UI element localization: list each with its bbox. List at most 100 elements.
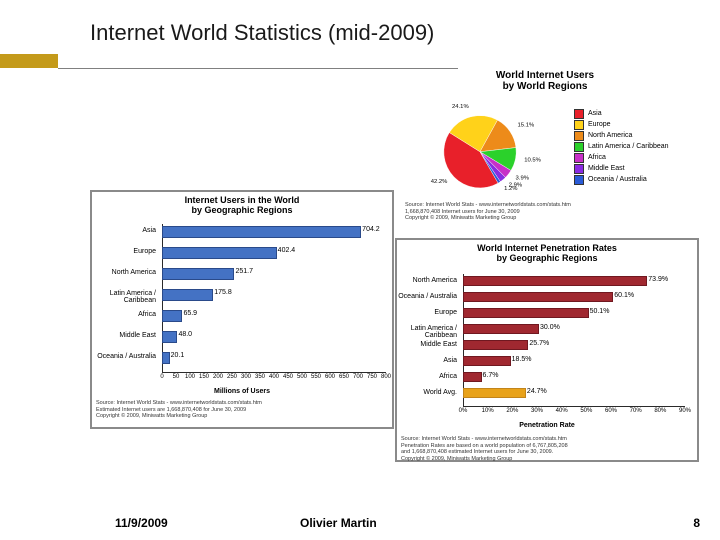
bar-category-label: North America	[397, 277, 457, 284]
slide-footer: 11/9/2009 Olivier Martin 8	[0, 516, 720, 532]
chart-penetration-bar-title-l2: by Geographic Regions	[496, 253, 597, 263]
bar-rect	[162, 310, 182, 322]
bar-rect	[162, 268, 234, 280]
bar-row: Africa65.9	[92, 308, 386, 328]
title-accent-block	[0, 54, 58, 68]
axis-tick: 550	[311, 374, 321, 380]
axis-tick: 800	[381, 374, 391, 380]
axis-tick: 450	[283, 374, 293, 380]
chart-penetration-bar-xlabel: Penetration Rate	[397, 422, 697, 429]
chart-users-bar-title-l2: by Geographic Regions	[191, 205, 292, 215]
legend-label: North America	[588, 132, 632, 139]
bar-rect	[463, 372, 482, 382]
bar-row: Asia18.5%	[397, 354, 685, 370]
bar-category-label: Asia	[92, 227, 156, 234]
bar-value-label: 50.1%	[590, 308, 610, 315]
axis-tick: 10%	[482, 408, 494, 414]
bar-row: Latin America / Caribbean30.0%	[397, 322, 685, 338]
legend-swatch	[574, 153, 584, 163]
chart-pie: World Internet Users by World Regions 42…	[395, 70, 695, 230]
axis-tick: 750	[367, 374, 377, 380]
bar-value-label: 24.7%	[527, 388, 547, 395]
bar-rect	[463, 292, 613, 302]
chart-users-bar-title-l1: Internet Users in the World	[185, 195, 300, 205]
axis-tick: 50	[173, 374, 180, 380]
axis-tick: 700	[353, 374, 363, 380]
axis-tick: 90%	[679, 408, 691, 414]
bar-row: Middle East25.7%	[397, 338, 685, 354]
bar-rect	[463, 356, 511, 366]
bar-rect	[463, 340, 528, 350]
footer-page-number: 8	[693, 516, 700, 530]
chart-users-bar-source: Source: Internet World Stats - www.inter…	[96, 400, 262, 420]
bar-rect	[162, 226, 361, 238]
bar-row: Europe50.1%	[397, 306, 685, 322]
legend-swatch	[574, 175, 584, 185]
bar-rect	[463, 308, 589, 318]
axis-tick: 70%	[630, 408, 642, 414]
bar-rect	[162, 352, 170, 364]
bar-value-label: 48.0	[178, 331, 192, 338]
chart-users-bar-title: Internet Users in the World by Geographi…	[92, 192, 392, 216]
bar-row: Middle East 48.0	[92, 329, 386, 349]
chart-penetration-bar: World Internet Penetration Rates by Geog…	[395, 238, 699, 462]
chart-pie-source: Source: Internet World Stats - www.inter…	[405, 202, 571, 222]
legend-label: Africa	[588, 154, 606, 161]
legend-item: North America	[574, 130, 689, 141]
axis-tick: 0%	[459, 408, 468, 414]
bar-value-label: 60.1%	[614, 292, 634, 299]
bar-rect	[162, 289, 213, 301]
legend-item: Asia	[574, 108, 689, 119]
pie-slice-callout: 15.1%	[518, 123, 535, 129]
bar-value-label: 402.4	[278, 247, 296, 254]
chart-users-bar-plotarea: Asia704.2Europe402.4North America251.7La…	[162, 224, 386, 374]
chart-pie-legend: AsiaEuropeNorth AmericaLatin America / C…	[574, 108, 689, 185]
chart-penetration-bar-plotarea: North America73.9%Oceania / Australia60.…	[463, 274, 685, 404]
legend-label: Middle East	[588, 165, 625, 172]
bar-category-label: Europe	[92, 248, 156, 255]
legend-swatch	[574, 142, 584, 152]
bar-row: North America 251.7	[92, 266, 386, 286]
bar-row: Latin America / Caribbean175.8	[92, 287, 386, 307]
source-line: and 1,668,870,408 estimated Internet use…	[401, 449, 568, 456]
bar-row: Africa6.7%	[397, 370, 685, 386]
bar-value-label: 20.1	[171, 352, 185, 359]
bar-value-label: 704.2	[362, 226, 380, 233]
legend-label: Asia	[588, 110, 602, 117]
axis-tick: 150	[199, 374, 209, 380]
footer-author: Olivier Martin	[300, 516, 377, 530]
axis-tick: 60%	[605, 408, 617, 414]
chart-pie-title-l1: World Internet Users	[496, 70, 594, 81]
bar-category-label: North America	[92, 269, 156, 276]
pie-slice-callout: 42.2%	[431, 179, 448, 185]
chart-penetration-bar-title-l1: World Internet Penetration Rates	[477, 243, 617, 253]
bar-row: Oceania / Australia60.1%	[397, 290, 685, 306]
source-line: Source: Internet World Stats - www.inter…	[401, 436, 568, 443]
chart-pie-title-l2: by World Regions	[503, 81, 588, 92]
bar-value-label: 25.7%	[529, 340, 549, 347]
axis-tick: 50%	[580, 408, 592, 414]
axis-tick: 250	[227, 374, 237, 380]
bar-category-label: Oceania / Australia	[92, 353, 156, 360]
title-rule	[58, 68, 458, 69]
axis-tick: 40%	[556, 408, 568, 414]
bar-value-label: 175.8	[214, 289, 232, 296]
legend-item: Oceania / Australia	[574, 174, 689, 185]
bar-value-label: 73.9%	[648, 276, 668, 283]
chart-pie-title: World Internet Users by World Regions	[395, 70, 695, 92]
legend-swatch	[574, 120, 584, 130]
bar-row: Europe 402.4	[92, 245, 386, 265]
bar-value-label: 6.7%	[483, 372, 499, 379]
chart-pie-svg: 42.2%24.1%15.1%10.5%3.9%2.9%1.2%	[405, 102, 555, 197]
legend-label: Oceania / Australia	[588, 176, 647, 183]
chart-penetration-bar-xaxis: 0%10%20%30%40%50%60%70%80%90%	[463, 408, 685, 422]
bar-category-label: Middle East	[92, 332, 156, 339]
legend-item: Africa	[574, 152, 689, 163]
chart-penetration-bar-xaxis-line	[463, 406, 685, 407]
axis-tick: 80%	[654, 408, 666, 414]
pie-slice-callout: 1.2%	[504, 186, 518, 192]
bar-rect	[162, 331, 177, 343]
bar-value-label: 251.7	[235, 268, 253, 275]
legend-label: Latin America / Caribbean	[588, 143, 669, 150]
source-line: Copyright © 2009, Miniwatts Marketing Gr…	[401, 456, 568, 463]
